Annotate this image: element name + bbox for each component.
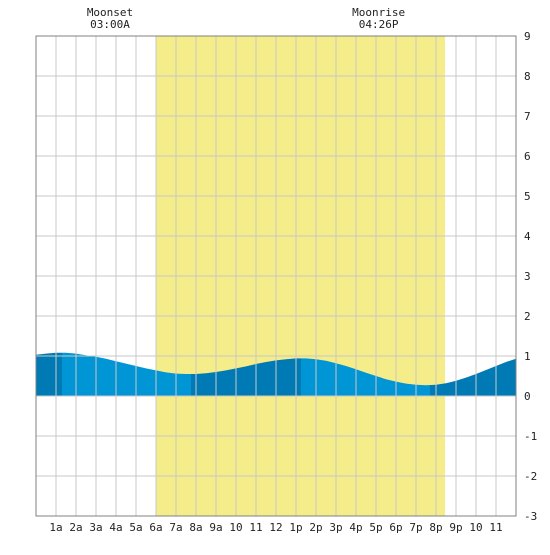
moonset-label: Moonset bbox=[87, 6, 133, 19]
x-tick-label: 12 bbox=[269, 521, 282, 534]
x-tick-label: 4p bbox=[349, 521, 362, 534]
x-tick-label: 2a bbox=[69, 521, 82, 534]
x-tick-label: 4a bbox=[109, 521, 122, 534]
tide-band-dark bbox=[36, 352, 62, 396]
x-tick-label: 8p bbox=[429, 521, 442, 534]
y-tick-label: 8 bbox=[524, 70, 531, 83]
x-tick-label: 5a bbox=[129, 521, 142, 534]
x-tick-label: 7p bbox=[409, 521, 422, 534]
y-tick-label: -2 bbox=[524, 470, 537, 483]
y-tick-label: 2 bbox=[524, 310, 531, 323]
y-tick-label: 5 bbox=[524, 190, 531, 203]
y-tick-label: 9 bbox=[524, 30, 531, 43]
moonset-time: 03:00A bbox=[90, 18, 130, 31]
x-tick-label: 11 bbox=[249, 521, 262, 534]
x-tick-label: 7a bbox=[169, 521, 182, 534]
y-tick-label: 6 bbox=[524, 150, 531, 163]
plot-frame bbox=[35, 35, 517, 517]
x-tick-label: 9a bbox=[209, 521, 222, 534]
y-tick-label: 4 bbox=[524, 230, 531, 243]
x-tick-label: 3a bbox=[89, 521, 102, 534]
y-tick-label: -1 bbox=[524, 430, 537, 443]
x-tick-label: 11 bbox=[489, 521, 502, 534]
y-tick-label: -3 bbox=[524, 510, 537, 523]
x-tick-label: 2p bbox=[309, 521, 322, 534]
x-tick-label: 6p bbox=[389, 521, 402, 534]
x-tick-label: 3p bbox=[329, 521, 342, 534]
x-tick-label: 10 bbox=[469, 521, 482, 534]
x-tick-label: 10 bbox=[229, 521, 242, 534]
moonrise-time: 04:26P bbox=[359, 18, 399, 31]
y-tick-label: 7 bbox=[524, 110, 531, 123]
x-tick-label: 9p bbox=[449, 521, 462, 534]
moonrise-label: Moonrise bbox=[352, 6, 405, 19]
x-tick-label: 8a bbox=[189, 521, 202, 534]
y-tick-label: 1 bbox=[524, 350, 531, 363]
y-tick-label: 3 bbox=[524, 270, 531, 283]
x-tick-label: 6a bbox=[149, 521, 162, 534]
x-tick-label: 1a bbox=[49, 521, 62, 534]
x-tick-label: 5p bbox=[369, 521, 382, 534]
y-tick-label: 0 bbox=[524, 390, 531, 403]
x-tick-label: 1p bbox=[289, 521, 302, 534]
